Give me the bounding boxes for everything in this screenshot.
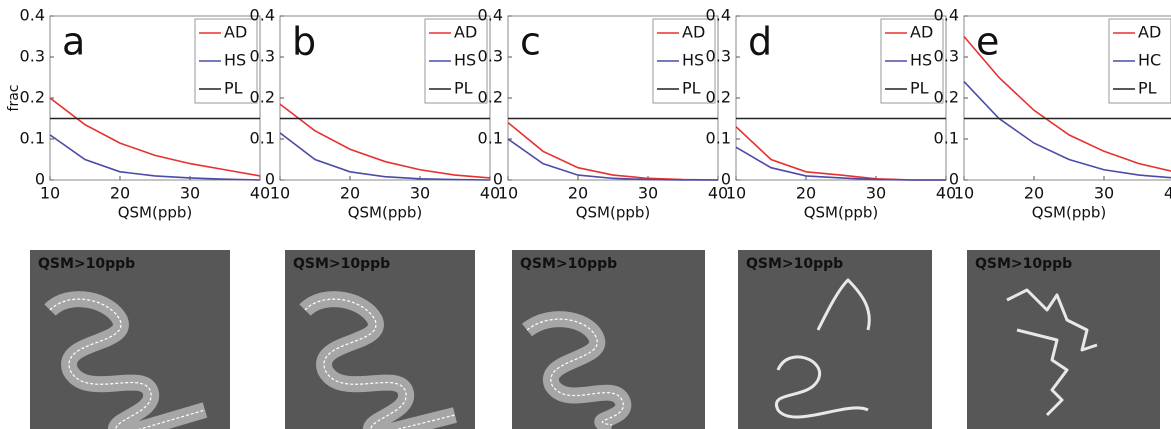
x-tick-label: 10	[498, 184, 518, 203]
x-axis-label: QSM(ppb)	[1032, 204, 1107, 222]
y-tick-label: 0.1	[250, 129, 275, 148]
image-label: QSM>10ppb	[293, 256, 390, 272]
data-line	[280, 133, 490, 180]
data-line	[508, 123, 718, 180]
x-axis-label: QSM(ppb)	[576, 204, 651, 222]
y-tick-label: 0.2	[934, 88, 959, 107]
x-tick-label: 20	[110, 184, 130, 203]
y-tick-label: 0.2	[478, 88, 503, 107]
y-tick-label: 0.1	[20, 129, 45, 148]
panel-label: e	[976, 20, 999, 64]
x-axis-label: QSM(ppb)	[804, 204, 879, 222]
legend-label: PL	[454, 79, 473, 98]
x-tick-label: 30	[866, 184, 886, 203]
image-background	[967, 250, 1160, 429]
y-tick-label: 0.1	[934, 129, 959, 148]
x-tick-label: 10	[40, 184, 60, 203]
panel-label: b	[292, 20, 316, 64]
image-background	[30, 250, 230, 429]
legend-label: HS	[682, 51, 704, 70]
image-label: QSM>10ppb	[520, 256, 617, 272]
x-tick-label: 20	[568, 184, 588, 203]
brain-image: QSM>10ppb	[738, 250, 932, 429]
x-tick-label: 30	[180, 184, 200, 203]
x-tick-label: 20	[340, 184, 360, 203]
panel-label: c	[520, 20, 541, 64]
x-tick-label: 10	[954, 184, 974, 203]
image-background	[738, 250, 932, 429]
brain-image: QSM>10ppb	[30, 250, 230, 429]
y-axis-label: frac	[6, 85, 22, 112]
legend-label: HC	[1138, 51, 1161, 70]
legend-label: AD	[454, 23, 477, 42]
x-axis-label: QSM(ppb)	[118, 204, 193, 222]
y-tick-label: 0.3	[706, 47, 731, 66]
x-tick-label: 20	[1024, 184, 1044, 203]
legend-label: AD	[1138, 23, 1161, 42]
y-tick-label: 0.4	[934, 6, 959, 25]
panel-label: a	[62, 20, 85, 64]
legend-label: PL	[1138, 79, 1157, 98]
y-tick-label: 0.1	[478, 129, 503, 148]
brain-image: QSM>10ppb	[285, 250, 475, 429]
x-tick-label: 30	[1094, 184, 1114, 203]
legend-label: PL	[682, 79, 701, 98]
legend-label: HS	[910, 51, 932, 70]
x-tick-label: 30	[638, 184, 658, 203]
y-tick-label: 0.4	[478, 6, 503, 25]
image-background	[512, 250, 705, 429]
y-tick-label: 0.3	[250, 47, 275, 66]
y-tick-label: 0.4	[706, 6, 731, 25]
legend-label: HS	[454, 51, 476, 70]
legend-label: PL	[224, 79, 243, 98]
y-tick-label: 0.3	[934, 47, 959, 66]
y-tick-label: 0.4	[250, 6, 275, 25]
x-tick-label: 30	[410, 184, 430, 203]
x-axis-label: QSM(ppb)	[348, 204, 423, 222]
y-tick-label: 0.4	[20, 6, 45, 25]
brain-image: QSM>10ppb	[512, 250, 705, 429]
y-tick-label: 0.3	[478, 47, 503, 66]
x-tick-label: 20	[796, 184, 816, 203]
image-label: QSM>10ppb	[746, 256, 843, 272]
figure: 00.10.20.30.410203040QSM(ppb)fracaADHSPL…	[0, 0, 1171, 429]
data-line	[736, 127, 946, 180]
data-line	[50, 135, 260, 180]
panel-label: d	[748, 20, 772, 64]
y-tick-label: 0.2	[706, 88, 731, 107]
x-tick-label: 40	[1164, 184, 1171, 203]
image-label: QSM>10ppb	[38, 256, 135, 272]
image-label: QSM>10ppb	[975, 256, 1072, 272]
image-background	[285, 250, 475, 429]
legend-label: AD	[682, 23, 705, 42]
data-line	[50, 98, 260, 176]
brain-image: QSM>10ppb	[967, 250, 1160, 429]
legend-label: AD	[224, 23, 247, 42]
legend-label: AD	[910, 23, 933, 42]
y-tick-label: 0.2	[250, 88, 275, 107]
legend-label: PL	[910, 79, 929, 98]
data-line	[508, 139, 718, 180]
data-line	[280, 104, 490, 178]
x-tick-label: 10	[270, 184, 290, 203]
legend-label: HS	[224, 51, 246, 70]
y-tick-label: 0.3	[20, 47, 45, 66]
x-tick-label: 10	[726, 184, 746, 203]
y-tick-label: 0.1	[706, 129, 731, 148]
y-tick-label: 0.2	[20, 88, 45, 107]
